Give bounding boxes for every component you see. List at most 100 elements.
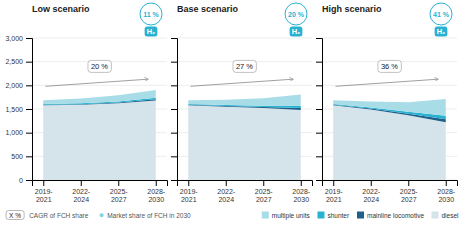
x-tick-label-line: 2030 xyxy=(293,196,309,203)
y-tick xyxy=(316,38,322,39)
x-tick-label-line: 2024 xyxy=(73,196,89,203)
y-tick: 2,000 xyxy=(5,82,32,89)
footer-text: CAGR of FCH share xyxy=(29,212,89,219)
x-tick-mark xyxy=(333,180,334,186)
footer-notes: X %CAGR of FCH share●Market share of FCH… xyxy=(6,210,191,220)
x-tick-mark xyxy=(263,180,264,186)
y-tick-mark xyxy=(26,133,32,134)
y-tick xyxy=(316,85,322,86)
marks xyxy=(333,99,446,180)
x-tick-label-line: 2022- xyxy=(217,188,236,195)
y-tick: 2,500 xyxy=(5,58,32,65)
y-tick-mark xyxy=(171,133,177,134)
h2-drop: H₂ xyxy=(435,27,448,37)
h2-drop-text: H₂ xyxy=(437,27,446,36)
grid-line xyxy=(177,38,312,39)
x-axis: 2019-20212022-20242025-20272028-2030 xyxy=(33,180,168,203)
y-tick xyxy=(316,62,322,63)
legend-label: multiple units xyxy=(272,212,311,220)
y-tick-mark xyxy=(316,85,322,86)
y-tick xyxy=(171,180,177,181)
y-tick-mark xyxy=(171,109,177,110)
legend-swatch xyxy=(357,212,364,219)
y-tick: 1,000 xyxy=(5,129,32,136)
cagr-text: 27 % xyxy=(236,62,253,71)
legend-swatch xyxy=(317,212,324,219)
cagr-text: 36 % xyxy=(381,62,398,71)
h2-drop-text: H₂ xyxy=(292,27,301,36)
y-tick: 500 xyxy=(11,153,32,160)
x-tick: 2022-2024 xyxy=(362,180,381,203)
x-tick-label: 2025-2027 xyxy=(400,188,419,203)
y-tick-label: 1,500 xyxy=(5,106,23,113)
x-axis-line xyxy=(33,181,168,187)
y-tick xyxy=(171,109,177,110)
x-tick-label-line: 2021 xyxy=(181,196,197,203)
x-tick-mark xyxy=(371,180,372,186)
footer-box xyxy=(6,211,24,220)
x-tick: 2025-2027 xyxy=(255,180,274,203)
marks xyxy=(43,90,156,180)
y-tick-label: 2,000 xyxy=(5,82,23,89)
area xyxy=(188,95,301,106)
x-tick-label: 2022-2024 xyxy=(72,188,91,203)
y-tick: 3,000 xyxy=(5,35,32,42)
y-tick xyxy=(171,62,177,63)
area xyxy=(333,99,446,116)
x-tick-label-line: 2028- xyxy=(292,188,311,195)
x-tick-label-line: 2022- xyxy=(362,188,381,195)
x-tick-label-line: 2027 xyxy=(256,196,272,203)
x-tick-label: 2025-2027 xyxy=(255,188,274,203)
panel: 2019-20212022-20242025-20272028-20300500… xyxy=(5,3,167,203)
x-tick: 2022-2024 xyxy=(217,180,236,203)
x-tick: 2025-2027 xyxy=(400,180,419,203)
y-tick-mark xyxy=(26,62,32,63)
h2-share-text: 20 % xyxy=(288,11,305,18)
x-tick-label-line: 2030 xyxy=(148,196,164,203)
legend-swatch xyxy=(262,212,269,219)
h2-drop: H₂ xyxy=(290,27,303,37)
h2-share-bubble xyxy=(430,3,452,25)
panel-title: High scenario xyxy=(322,4,382,14)
y-tick-mark xyxy=(171,62,177,63)
grid-line xyxy=(32,38,167,39)
x-tick-label: 2019-2021 xyxy=(325,188,344,203)
legend-label: shunter xyxy=(327,212,350,219)
footer-text: Market share of FCH in 2030 xyxy=(107,212,191,219)
h2-share-text: 41 % xyxy=(433,11,450,18)
cagr-label: 20 % xyxy=(88,60,111,72)
legend-swatch xyxy=(431,212,438,219)
x-axis-line xyxy=(178,181,313,187)
y-tick-mark xyxy=(26,109,32,110)
x-axis: 2019-20212022-20242025-20272028-2030 xyxy=(178,180,313,203)
cagr-box xyxy=(88,60,111,72)
y-axis xyxy=(316,39,323,181)
y-tick xyxy=(171,85,177,86)
x-tick-label-line: 2021 xyxy=(36,196,52,203)
panel-title: Low scenario xyxy=(32,4,90,14)
cagr-label: 27 % xyxy=(233,60,256,72)
x-tick-label-line: 2025- xyxy=(255,188,274,195)
y-tick: 0 xyxy=(19,177,32,184)
h2-drop-box xyxy=(290,27,303,37)
y-tick-mark xyxy=(316,62,322,63)
area xyxy=(43,100,156,180)
x-tick-mark xyxy=(408,180,409,186)
legend-item: mainline locomotive xyxy=(357,212,424,219)
x-tick: 2028-2030 xyxy=(147,180,166,203)
y-tick-label: 3,000 xyxy=(5,35,23,42)
x-tick-label-line: 2027 xyxy=(111,196,127,203)
x-tick-mark xyxy=(81,180,82,186)
y-tick-mark xyxy=(316,38,322,39)
y-tick xyxy=(171,133,177,134)
cagr-box xyxy=(378,60,401,72)
x-tick-mark xyxy=(118,180,119,186)
x-tick-label: 2028-2030 xyxy=(292,188,311,203)
grid xyxy=(322,38,457,180)
y-tick-label: 500 xyxy=(11,153,23,160)
x-tick-label-line: 2028- xyxy=(147,188,166,195)
h2-share-text: 11 % xyxy=(143,11,159,18)
cagr-text: 20 % xyxy=(91,62,108,71)
x-tick-label-line: 2024 xyxy=(218,196,234,203)
cagr-arrow xyxy=(336,79,439,86)
